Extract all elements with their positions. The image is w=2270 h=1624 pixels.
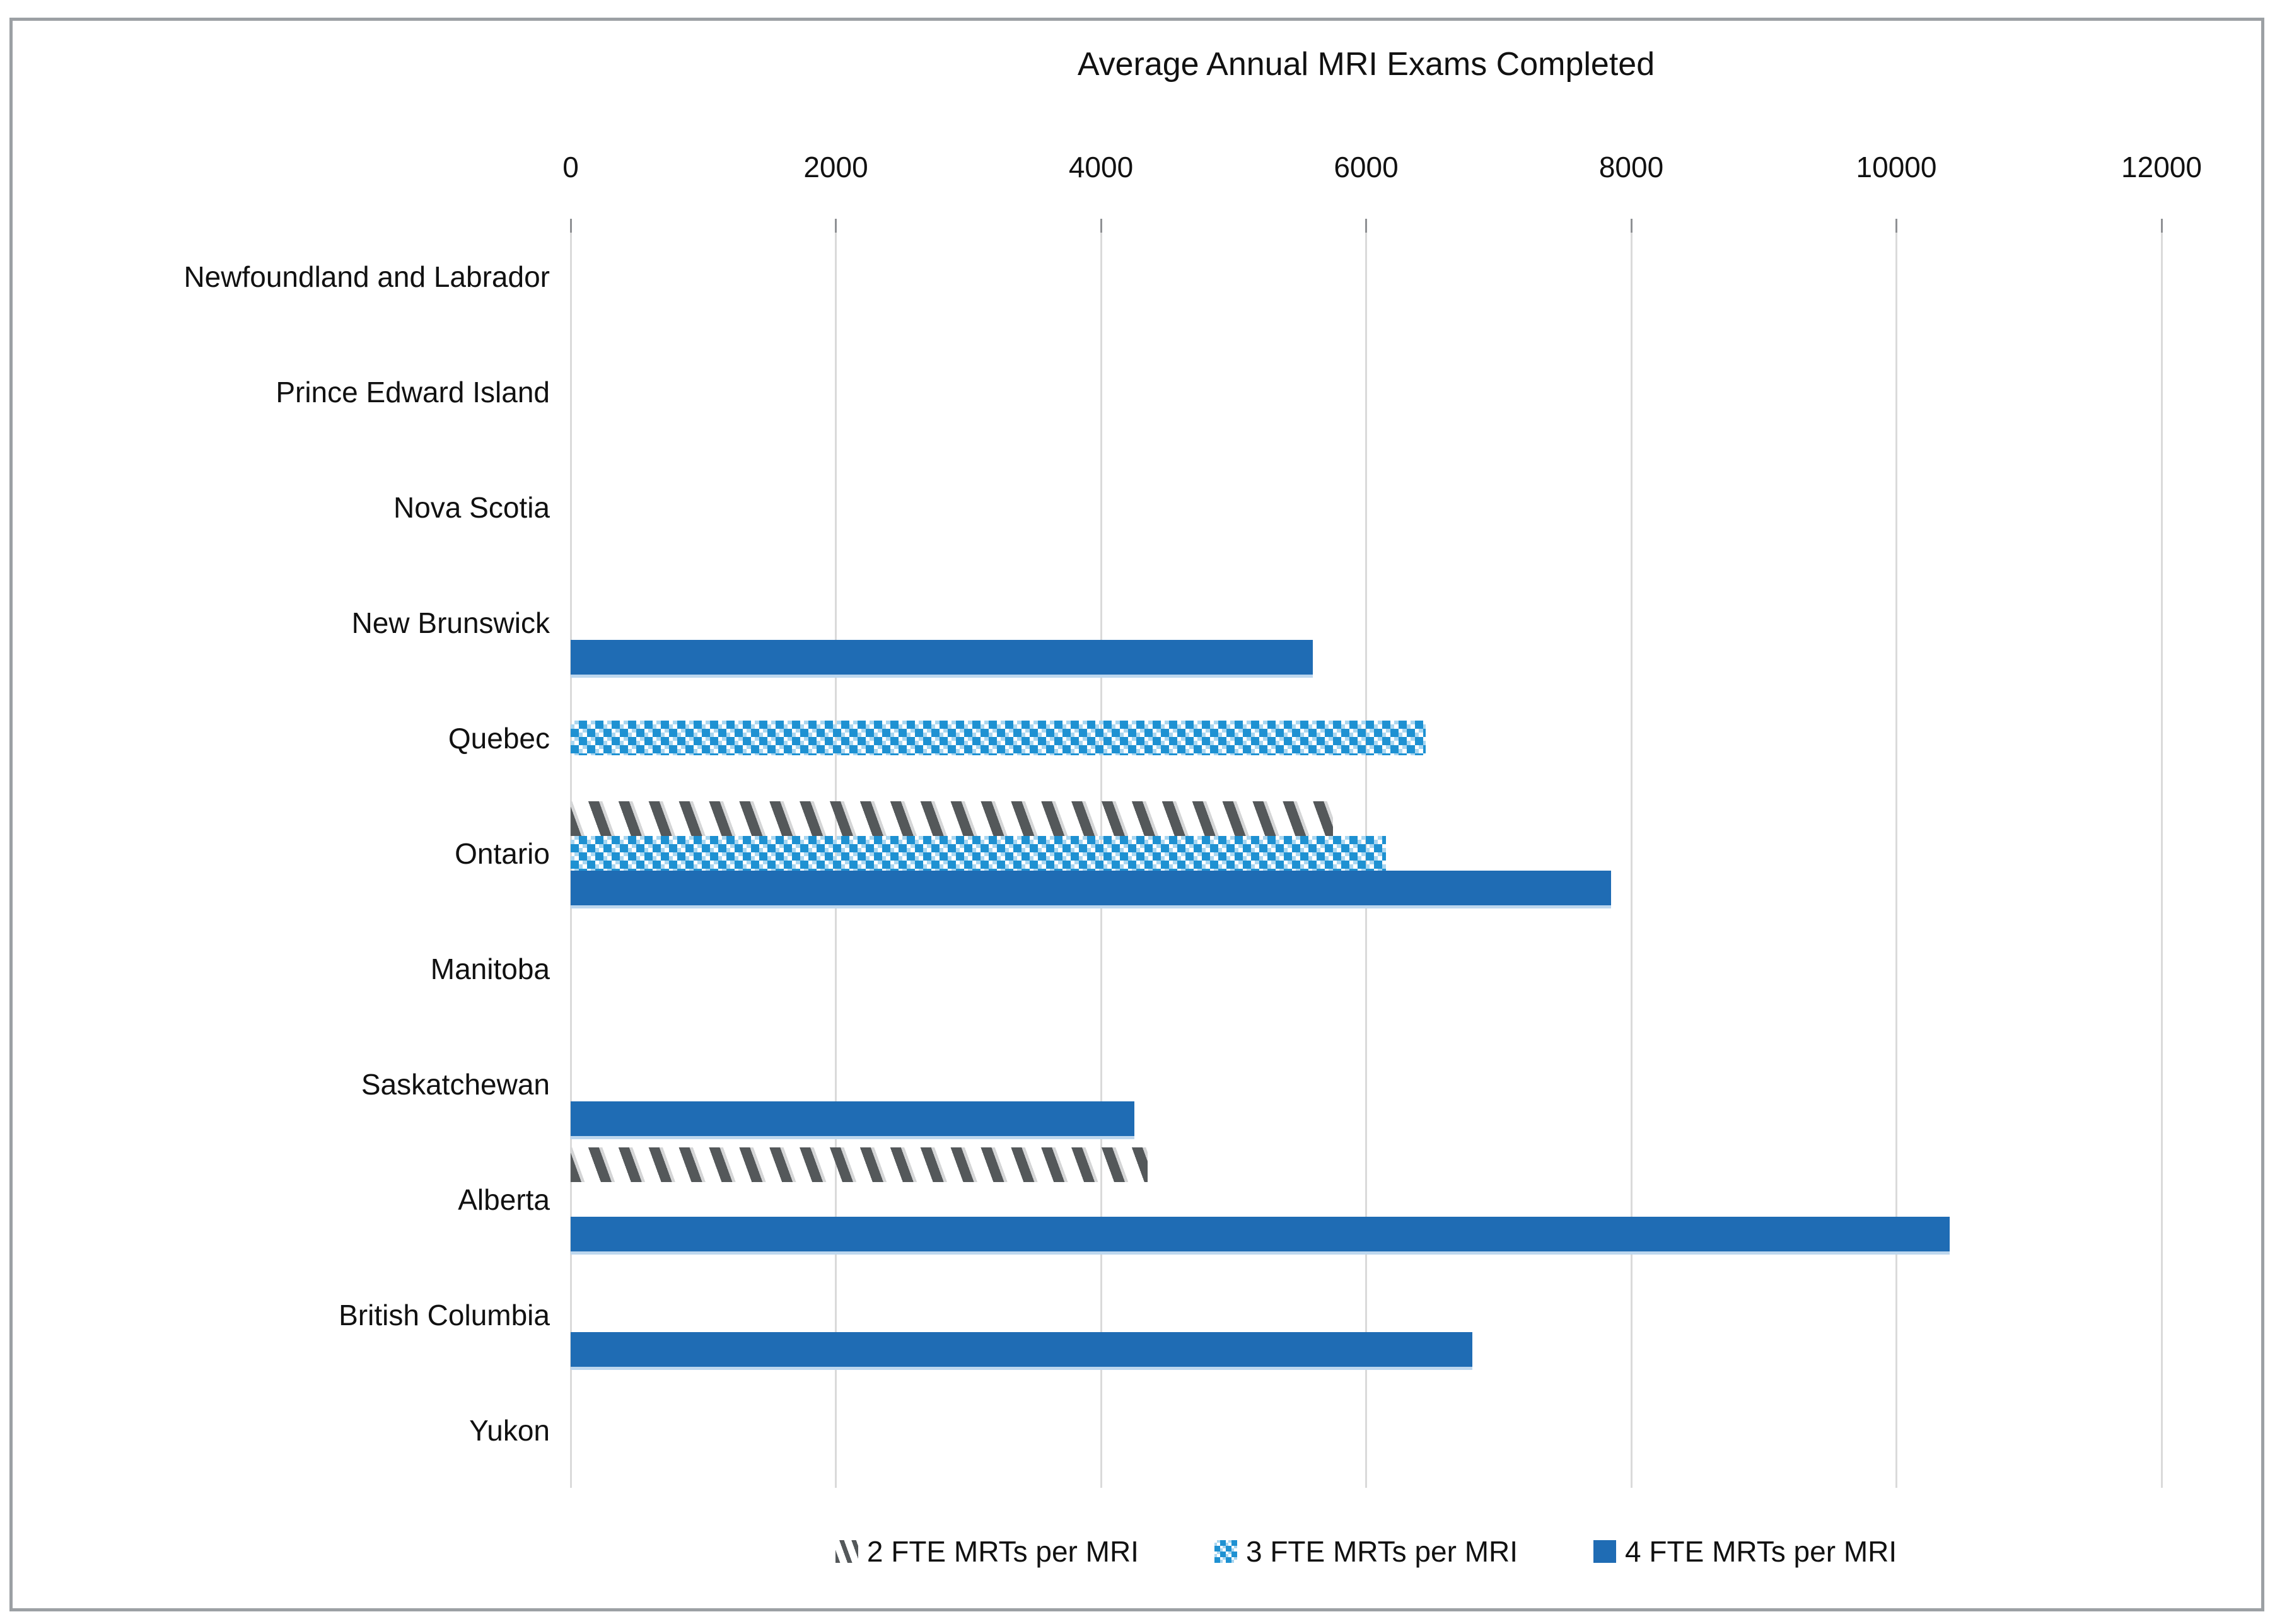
bar-2-fte-mrts-per-mri-alberta [571,1147,1148,1182]
bar-4-fte-mrts-per-mri-saskatchewan [571,1101,1134,1136]
category-label: New Brunswick [351,606,550,639]
x-axis-tick-label: 2000 [803,151,868,183]
legend: 2 FTE MRTs per MRI 3 FTE MRTs per MRI 4 FT… [571,1534,2162,1569]
tick-mark-8000 [1630,219,1633,233]
legend-swatch-icon [835,1540,858,1563]
x-axis-tick-label: 0 [562,151,579,183]
gridline-x-10000 [1895,219,1897,1488]
bar-4-fte-mrts-per-mri-new-brunswick [571,640,1313,675]
legend-label: 2 FTE MRTs per MRI [866,1535,1139,1568]
category-label: Nova Scotia [393,490,550,524]
tick-mark-12000 [2160,219,2163,233]
category-label: Newfoundland and Labrador [183,260,550,293]
bar-4-fte-mrts-per-mri-alberta [571,1217,1950,1251]
legend-swatch-icon [1214,1540,1237,1563]
tick-mark-4000 [1100,219,1102,233]
category-label: Saskatchewan [361,1067,550,1101]
tick-mark-2000 [835,219,837,233]
bar-3-fte-mrts-per-mri-ontario [571,836,1386,871]
category-label: Prince Edward Island [276,375,550,409]
x-axis-tick-label: 6000 [1334,151,1399,183]
tick-mark-6000 [1365,219,1367,233]
category-label: Ontario [455,837,550,870]
x-axis-tick-label: 10000 [1856,151,1937,183]
bar-2-fte-mrts-per-mri-ontario [571,801,1333,836]
x-axis-tick-label: 8000 [1598,151,1664,183]
bar-4-fte-mrts-per-mri-ontario [571,871,1611,905]
x-axis-tick-label: 4000 [1068,151,1134,183]
category-label: Yukon [469,1413,550,1447]
gridline-x-8000 [1630,219,1633,1488]
legend-item: 4 FTE MRTs per MRI [1593,1534,1897,1569]
category-label: Manitoba [430,952,550,985]
legend-label: 4 FTE MRTs per MRI [1625,1535,1897,1568]
bar-3-fte-mrts-per-mri-quebec [571,721,1426,755]
tick-mark-0 [569,219,572,233]
category-label: British Columbia [339,1298,550,1331]
legend-item: 2 FTE MRTs per MRI [835,1534,1139,1569]
tick-mark-10000 [1895,219,1897,233]
category-label: Alberta [458,1183,550,1216]
chart-title: Average Annual MRI Exams Completed [1077,46,1655,83]
legend-label: 3 FTE MRTs per MRI [1245,1535,1518,1568]
category-label: Quebec [448,721,550,755]
bar-4-fte-mrts-per-mri-british-columbia [571,1332,1472,1367]
x-axis-tick-label: 12000 [2121,151,2202,183]
legend-item: 3 FTE MRTs per MRI [1214,1534,1518,1569]
legend-swatch-icon [1593,1540,1617,1563]
gridline-x-12000 [2160,219,2163,1488]
